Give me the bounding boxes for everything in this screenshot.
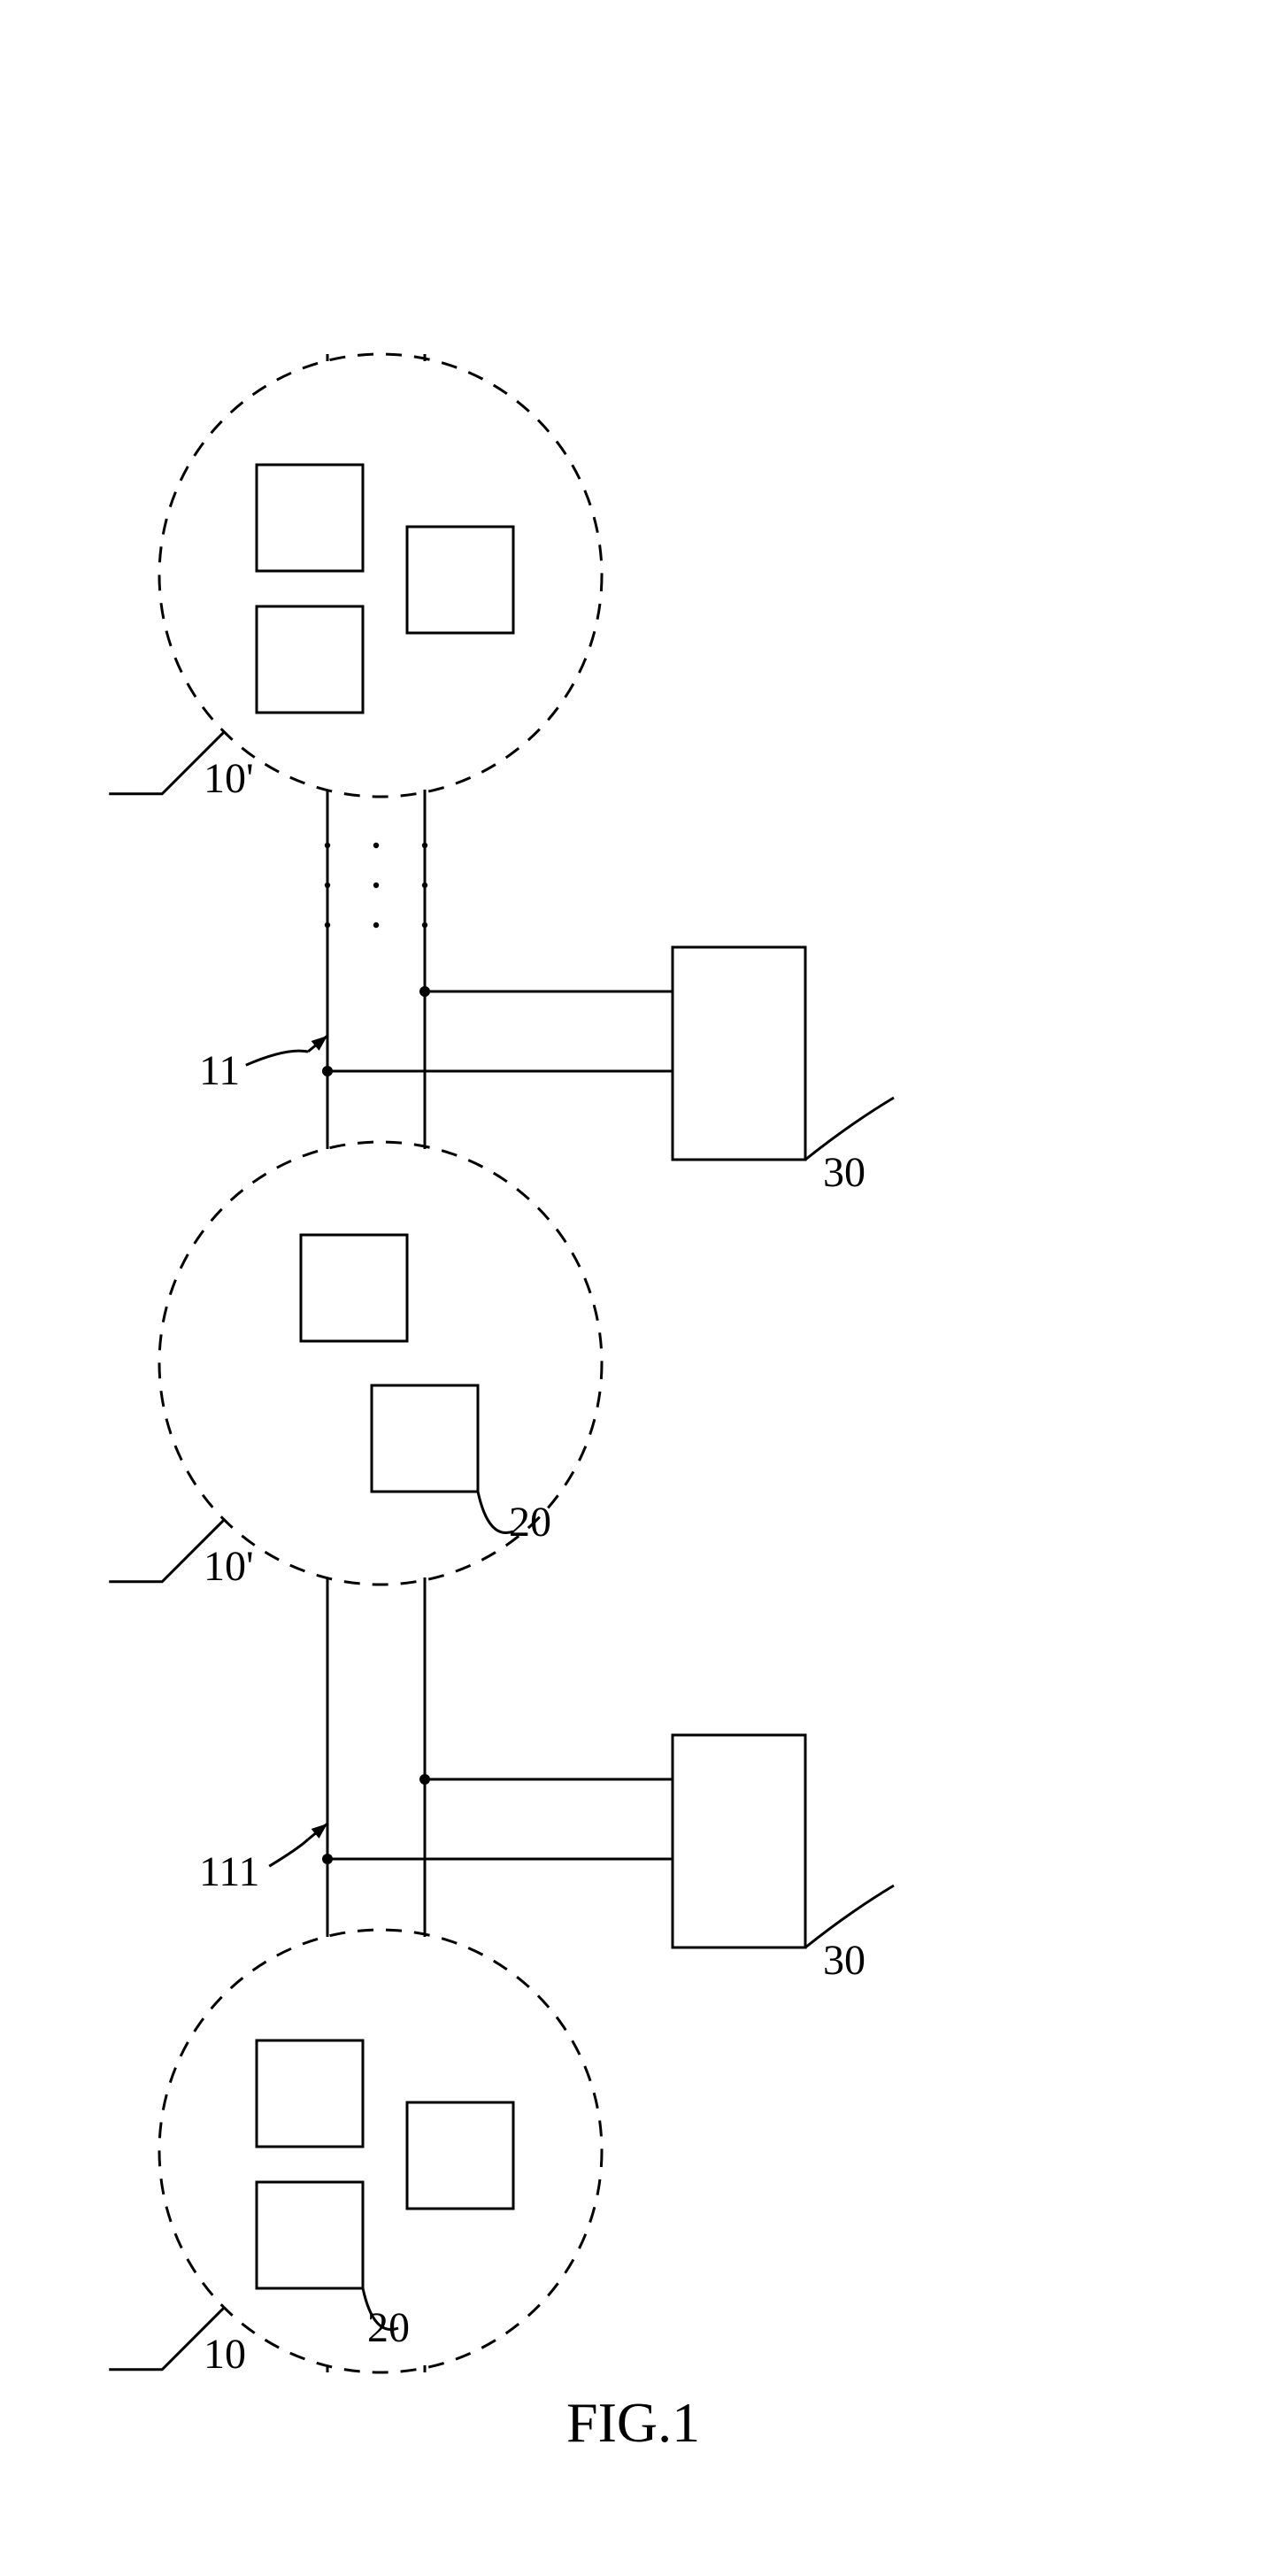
reference-label: 10' <box>204 1542 254 1591</box>
ellipsis-dot <box>373 922 379 928</box>
ellipsis-dot <box>422 883 427 888</box>
ellipsis-dot <box>422 922 427 928</box>
module-box <box>257 2040 363 2147</box>
grouping-circle <box>159 354 602 797</box>
reference-label: 10 <box>204 2330 246 2379</box>
module-box <box>407 2102 513 2209</box>
module-box <box>372 1385 478 1492</box>
ellipsis-dot <box>325 843 330 848</box>
module-box <box>301 1235 407 1341</box>
tap-box <box>673 947 805 1160</box>
tap-box <box>673 1735 805 1947</box>
figure-canvas: FIG.1 1010'10'2020303011111 <box>0 0 1277 2572</box>
reference-label: 20 <box>367 2303 410 2352</box>
diagram-svg <box>0 0 1277 2572</box>
module-box <box>257 606 363 713</box>
ellipsis-dot <box>325 883 330 888</box>
lead-line <box>246 1051 308 1065</box>
junction-dot <box>419 1774 430 1785</box>
ellipsis-dot <box>373 843 379 848</box>
module-box <box>257 465 363 571</box>
junction-dot <box>322 1854 333 1864</box>
lead-line <box>269 1839 308 1866</box>
reference-label: 30 <box>823 1936 865 1985</box>
module-box <box>407 527 513 633</box>
ellipsis-dot <box>325 922 330 928</box>
junction-dot <box>322 1066 333 1076</box>
reference-label: 11 <box>199 1046 240 1095</box>
reference-label: 111 <box>199 1847 259 1896</box>
figure-label: FIG.1 <box>566 2390 700 2456</box>
module-box <box>257 2182 363 2288</box>
lead-line <box>478 1492 513 1533</box>
reference-label: 30 <box>823 1148 865 1197</box>
junction-dot <box>419 986 430 997</box>
ellipsis-dot <box>373 883 379 888</box>
ellipsis-dot <box>422 843 427 848</box>
reference-label: 20 <box>509 1498 551 1546</box>
reference-label: 10' <box>204 754 254 803</box>
